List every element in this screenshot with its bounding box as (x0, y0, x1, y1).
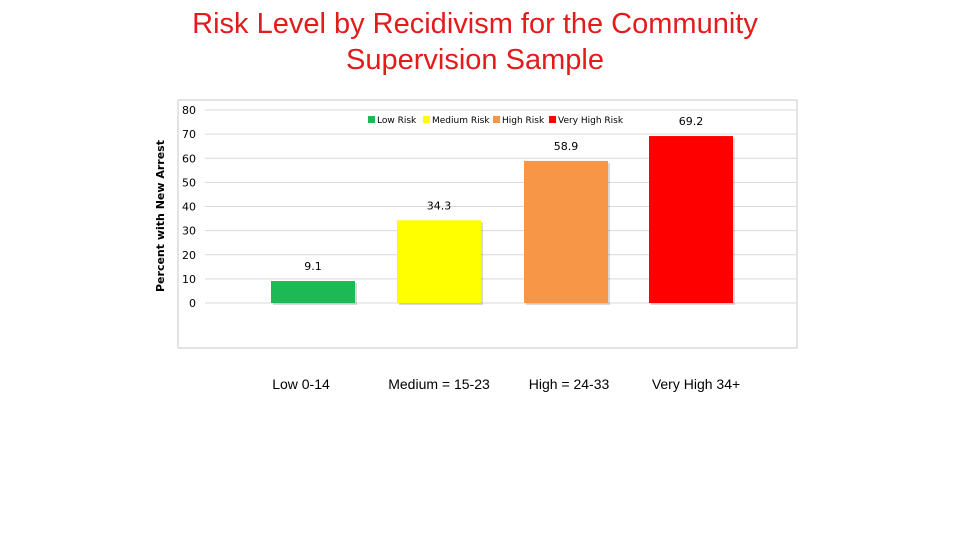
legend-label: Medium Risk (432, 116, 490, 126)
legend-label: Very High Risk (558, 116, 624, 126)
value-label: 58.9 (554, 140, 579, 153)
legend: Low Risk Medium Risk High Risk Very High Ri… (368, 116, 624, 126)
value-label: 34.3 (427, 199, 452, 212)
y-tick-label: 60 (182, 152, 196, 165)
bar-1 (271, 281, 355, 303)
value-label: 9.1 (304, 260, 322, 273)
chart-title: Risk Level by Recidivism for the Communi… (192, 8, 758, 76)
category-label: Very High 34+ (651, 376, 741, 392)
y-tick-label: 40 (182, 201, 196, 214)
bar-3 (524, 160, 608, 303)
y-tick-label: 80 (182, 104, 196, 117)
y-tick-label: 50 (182, 176, 196, 189)
bars (271, 136, 735, 305)
legend-swatch (493, 116, 500, 123)
legend-label: Low Risk (377, 116, 417, 126)
category-label: Low 0-14 (272, 376, 330, 392)
y-tick-label: 70 (182, 128, 196, 141)
category-label: High = 24-33 (528, 376, 610, 392)
legend-swatch (423, 116, 430, 123)
category-label: Medium = 15-23 (388, 376, 490, 392)
legend-swatch (549, 116, 556, 123)
y-tick-label: 30 (182, 225, 196, 238)
value-label: 69.2 (679, 115, 704, 128)
y-axis-label: Percent with New Arrest (154, 140, 167, 292)
y-tick-label: 0 (189, 297, 196, 310)
bar-2 (397, 220, 481, 303)
value-labels: 9.1 34.3 58.9 69.2 (304, 115, 703, 273)
legend-label: High Risk (502, 116, 545, 126)
legend-swatch (368, 116, 375, 123)
y-tick-label: 20 (182, 249, 196, 262)
y-tick-label: 10 (182, 273, 196, 286)
y-axis-ticks: 0 10 20 30 40 50 60 70 80 (182, 104, 196, 310)
bar-4 (649, 136, 733, 303)
